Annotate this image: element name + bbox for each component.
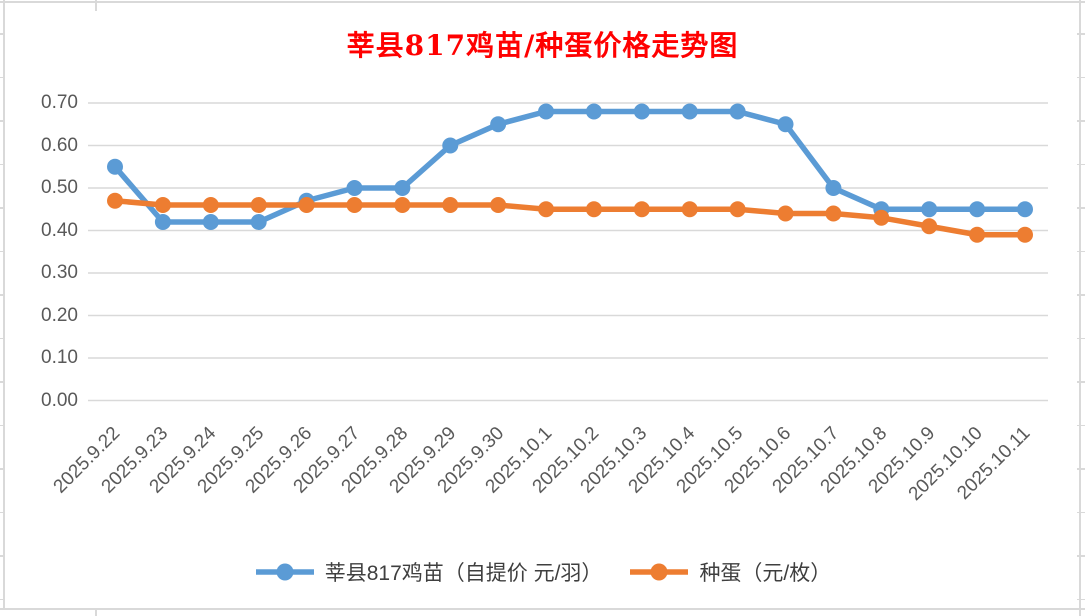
data-point-marker bbox=[585, 103, 602, 120]
data-point-marker bbox=[298, 197, 315, 213]
spreadsheet-row-tick bbox=[0, 337, 5, 339]
spreadsheet-row-tick bbox=[0, 294, 5, 296]
data-point-marker bbox=[442, 137, 459, 154]
data-point-marker bbox=[969, 226, 986, 243]
legend: 莘县817鸡苗（自提价 元/羽） 种蛋（元/枚） bbox=[0, 552, 1085, 592]
spreadsheet-row-tick bbox=[1077, 468, 1085, 470]
data-point-marker bbox=[777, 205, 794, 222]
data-point-marker bbox=[202, 214, 219, 230]
data-point-marker bbox=[538, 103, 555, 120]
data-point-marker bbox=[1017, 226, 1033, 243]
spreadsheet-row-tick bbox=[1077, 294, 1085, 296]
y-axis-tick-label: 0.60 bbox=[41, 134, 78, 156]
data-point-marker bbox=[729, 201, 746, 218]
spreadsheet-row-tick bbox=[0, 424, 5, 426]
spreadsheet-row-tick bbox=[1077, 163, 1085, 165]
data-point-marker bbox=[921, 218, 938, 235]
data-point-marker bbox=[346, 180, 363, 196]
data-point-marker bbox=[633, 201, 650, 218]
data-point-marker bbox=[825, 180, 842, 196]
data-point-marker bbox=[873, 209, 890, 226]
spreadsheet-row-tick bbox=[1077, 76, 1085, 78]
data-point-marker bbox=[346, 197, 363, 213]
y-axis-tick-label: 0.50 bbox=[41, 177, 78, 198]
data-point-marker bbox=[777, 116, 794, 133]
data-point-marker bbox=[394, 197, 411, 213]
y-axis-tick-label: 0.20 bbox=[41, 304, 78, 326]
legend-label-chick-price: 莘县817鸡苗（自提价 元/羽） bbox=[324, 562, 603, 585]
data-point-marker bbox=[154, 197, 171, 213]
y-axis-tick-label: 0.10 bbox=[41, 347, 78, 368]
data-point-marker bbox=[490, 197, 507, 213]
spreadsheet-cell-line-right bbox=[1079, 0, 1081, 616]
y-axis-tick-label: 0.00 bbox=[41, 389, 78, 411]
y-axis-tick-label: 0.70 bbox=[41, 92, 78, 113]
legend-item-egg-price: 种蛋（元/枚） bbox=[628, 557, 831, 587]
spreadsheet-cell-line-bottom bbox=[0, 608, 1085, 610]
line-marker-icon bbox=[630, 563, 689, 581]
spreadsheet-row-tick bbox=[0, 163, 5, 165]
data-point-marker bbox=[250, 197, 267, 213]
data-point-marker bbox=[490, 116, 507, 133]
data-point-marker bbox=[154, 214, 171, 230]
spreadsheet-row-tick bbox=[0, 76, 5, 78]
y-axis-tick-label: 0.30 bbox=[41, 262, 78, 283]
data-point-marker bbox=[969, 201, 986, 218]
spreadsheet-row-tick bbox=[1077, 424, 1085, 426]
spreadsheet-row-tick bbox=[0, 555, 5, 557]
data-point-marker bbox=[585, 201, 602, 218]
spreadsheet-row-tick bbox=[0, 207, 5, 209]
data-point-marker bbox=[729, 103, 746, 120]
spreadsheet-cell-line-column-stub-bottom bbox=[95, 608, 97, 616]
spreadsheet-row-tick bbox=[1077, 511, 1085, 513]
data-point-marker bbox=[633, 103, 650, 120]
spreadsheet-row-tick bbox=[1077, 598, 1085, 600]
spreadsheet-row-tick bbox=[1077, 207, 1085, 209]
data-point-marker bbox=[538, 201, 555, 218]
spreadsheet-row-tick bbox=[0, 250, 5, 252]
spreadsheet-row-tick bbox=[1077, 250, 1085, 252]
spreadsheet-cell-line-top bbox=[0, 1, 1085, 3]
spreadsheet-row-tick bbox=[1077, 381, 1085, 383]
spreadsheet-row-tick bbox=[0, 381, 5, 383]
data-point-marker bbox=[107, 158, 123, 175]
chart-title: 莘县817鸡苗/种蛋价格走势图 bbox=[346, 29, 739, 62]
spreadsheet-row-tick bbox=[0, 120, 5, 122]
legend-item-chick-price: 莘县817鸡苗（自提价 元/羽） bbox=[254, 557, 603, 587]
spreadsheet-row-tick bbox=[1077, 555, 1085, 557]
data-point-marker bbox=[825, 205, 842, 222]
series-line-0 bbox=[112, 108, 1028, 225]
line-marker-icon bbox=[255, 563, 314, 581]
spreadsheet-row-tick bbox=[1077, 33, 1085, 35]
data-point-marker bbox=[250, 214, 267, 230]
spreadsheet-row-tick bbox=[1077, 337, 1085, 339]
data-point-marker bbox=[1017, 201, 1033, 218]
data-point-marker bbox=[921, 201, 938, 218]
data-point-marker bbox=[442, 197, 459, 213]
data-point-marker bbox=[681, 201, 698, 218]
data-point-marker bbox=[394, 180, 411, 196]
spreadsheet-row-tick bbox=[0, 598, 5, 600]
spreadsheet-cell-line-column-stub-top bbox=[95, 0, 97, 11]
legend-label-egg-price: 种蛋（元/枚） bbox=[699, 562, 832, 585]
spreadsheet-cell-line-left bbox=[3, 0, 5, 610]
spreadsheet-row-tick bbox=[1077, 120, 1085, 122]
data-point-marker bbox=[681, 103, 698, 120]
spreadsheet-row-tick bbox=[0, 468, 5, 470]
spreadsheet-row-tick bbox=[0, 511, 5, 513]
spreadsheet-row-tick bbox=[0, 33, 5, 35]
y-axis-tick-label: 0.40 bbox=[41, 219, 78, 241]
data-point-marker bbox=[107, 192, 123, 209]
data-point-marker bbox=[202, 197, 219, 213]
